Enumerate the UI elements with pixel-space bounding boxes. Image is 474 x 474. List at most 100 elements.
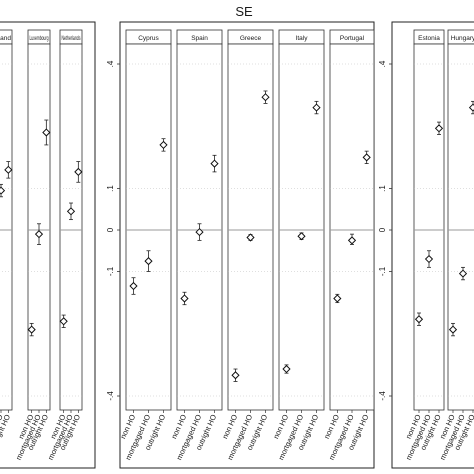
y-tick-label: -.4 <box>378 391 387 401</box>
data-point <box>0 183 6 198</box>
diamond-marker <box>231 371 240 380</box>
diamond-marker <box>42 128 51 137</box>
data-point <box>414 312 424 326</box>
y-tick-label: -.1 <box>378 266 387 276</box>
y-tick-label: .4 <box>378 60 387 67</box>
data-point <box>448 322 458 337</box>
panel-area <box>227 43 274 411</box>
panel-area <box>59 43 83 411</box>
y-tick-label: .1 <box>106 185 115 192</box>
data-point <box>297 232 306 241</box>
y-tick-label: .4 <box>106 60 115 67</box>
panel-area <box>413 43 445 411</box>
data-point <box>59 314 68 328</box>
diamond-marker <box>448 325 458 334</box>
data-point <box>159 138 168 152</box>
panel-label: Spain <box>191 35 208 42</box>
diamond-marker <box>424 254 434 264</box>
diamond-marker <box>468 103 474 112</box>
panel-label: Italy <box>296 35 309 42</box>
diamond-marker <box>347 236 357 245</box>
axis-group-2: -.4 -.1 0 .1 .4 <box>106 60 120 401</box>
data-point <box>74 161 83 183</box>
diamond-marker <box>59 317 68 326</box>
data-point <box>424 250 434 268</box>
panel-label: Portugal <box>340 35 365 42</box>
chart-title: SE <box>235 4 253 19</box>
y-tick-label: 0 <box>106 227 115 232</box>
data-point <box>312 100 321 115</box>
diamond-marker <box>297 232 306 241</box>
panel-label: Cyprus <box>138 35 159 42</box>
data-point <box>4 161 13 179</box>
data-point <box>210 154 219 173</box>
diamond-marker <box>333 294 342 303</box>
diamond-marker <box>195 227 204 237</box>
panel-label: Netherlands <box>62 35 81 42</box>
y-tick-label: .1 <box>378 185 387 192</box>
data-point <box>34 223 44 245</box>
panel-area <box>278 43 325 411</box>
diamond-marker <box>210 159 219 168</box>
diamond-marker <box>414 315 424 324</box>
panel-area <box>0 43 13 411</box>
data-point <box>195 223 204 241</box>
data-point <box>347 233 357 245</box>
data-point <box>362 150 371 165</box>
data-point <box>261 90 270 104</box>
group-frame-3 <box>391 21 474 469</box>
y-tick-label: -.1 <box>106 266 115 276</box>
data-point <box>434 121 444 135</box>
data-point <box>333 293 342 304</box>
data-point <box>468 100 474 115</box>
panel-label: Estonia <box>418 35 440 42</box>
data-point <box>231 368 240 382</box>
panel-label: Ireland <box>0 35 11 42</box>
axis-group-3: -.4 -.1 0 .1 .4 <box>378 60 392 401</box>
diamond-marker <box>312 103 321 112</box>
data-point <box>66 202 76 221</box>
diamond-marker <box>362 153 371 162</box>
diamond-marker <box>129 281 138 291</box>
diamond-marker <box>66 207 76 216</box>
y-tick-label: -.4 <box>106 391 115 401</box>
data-point <box>282 364 291 374</box>
panel-area <box>447 43 474 411</box>
diamond-marker <box>434 124 444 133</box>
group-frame-1 <box>0 21 96 469</box>
diamond-marker <box>34 230 44 239</box>
data-point <box>144 250 153 272</box>
data-point <box>180 291 189 306</box>
diamond-marker <box>4 165 13 174</box>
diamond-marker <box>180 294 189 303</box>
diamond-marker <box>458 269 468 278</box>
diamond-marker <box>27 325 36 334</box>
panel-label: Greece <box>240 35 262 42</box>
diamond-marker <box>282 364 291 374</box>
diamond-marker <box>144 257 153 266</box>
panel-area <box>329 43 375 411</box>
x-tick-label: outright HO <box>0 413 12 452</box>
panel-label: Hungary <box>451 35 474 42</box>
panel-area <box>125 43 172 411</box>
data-point <box>42 119 51 146</box>
diamond-marker <box>0 186 6 195</box>
data-point <box>246 233 255 242</box>
diamond-marker <box>74 167 83 177</box>
y-axes: -.4 -.1 0 .1 .4 -.4 -.1 0 .1 .4 <box>106 60 392 401</box>
diamond-marker <box>246 233 255 242</box>
panel-label: Luxembourg <box>30 35 49 42</box>
data-point <box>458 266 468 281</box>
data-point <box>129 277 138 295</box>
data-point <box>27 322 36 337</box>
